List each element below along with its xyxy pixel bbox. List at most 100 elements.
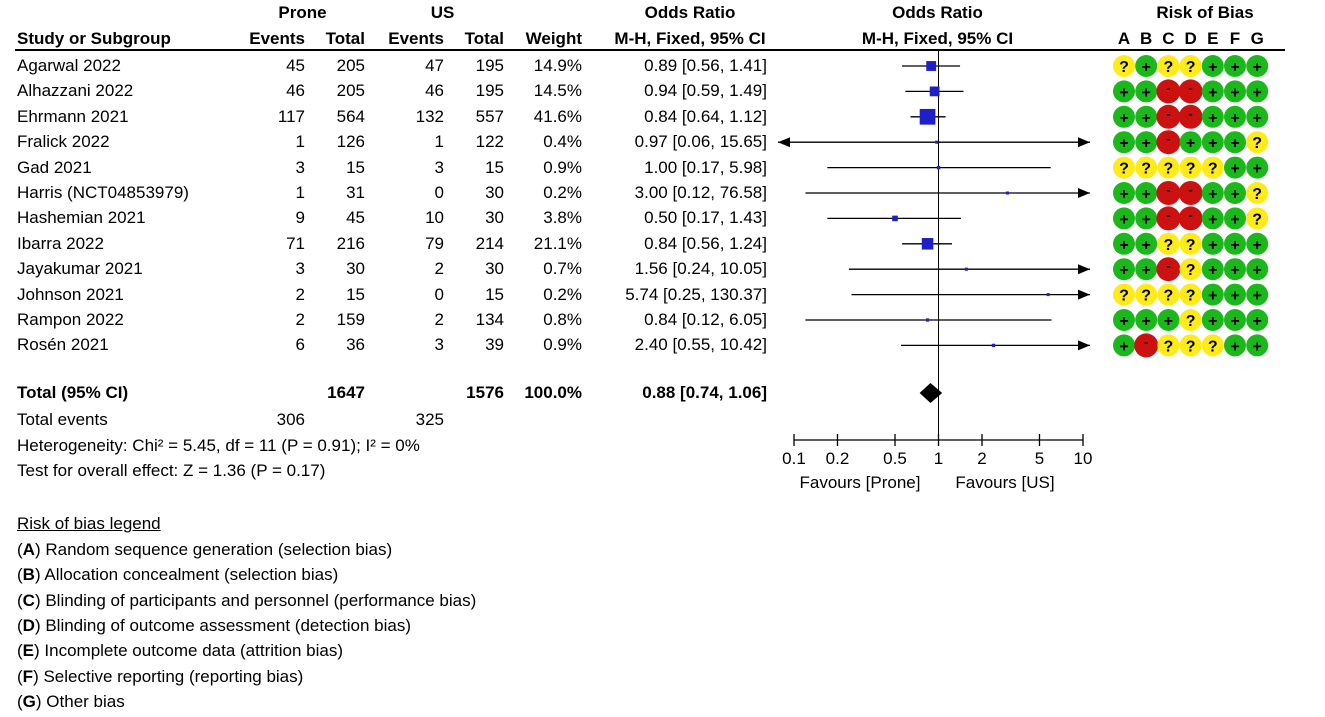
ci-text: 0.97 [0.06, 15.65] xyxy=(634,132,767,152)
point-estimate-marker xyxy=(929,86,940,97)
favours-left: Favours [Prone] xyxy=(799,473,921,492)
rob-low: + xyxy=(1135,80,1158,103)
rob-high: - xyxy=(1178,206,1203,231)
total-group1: 564 xyxy=(336,106,365,126)
rob-circle xyxy=(1135,283,1158,306)
rob-legend-item: (D) Blinding of outcome assessment (dete… xyxy=(17,615,412,635)
group2-header: US xyxy=(430,3,455,22)
rob-circle xyxy=(1113,182,1135,204)
rob-low: + xyxy=(1135,131,1158,154)
rob-circle xyxy=(1224,105,1246,128)
rob-circle xyxy=(1156,257,1181,282)
rob-circle xyxy=(1201,131,1224,154)
ci-arrow-right xyxy=(1078,289,1090,300)
events-group2: 132 xyxy=(415,106,444,126)
rob-symbol: + xyxy=(1230,211,1239,228)
rob-symbol: + xyxy=(1208,211,1217,228)
rob-symbol: ? xyxy=(1119,161,1129,178)
rob-symbol: - xyxy=(1144,334,1148,349)
total-events-e2: 325 xyxy=(415,410,444,429)
rob-low: + xyxy=(1224,309,1246,331)
point-estimate-marker xyxy=(925,318,930,322)
rob-low: + xyxy=(1113,232,1135,255)
rob-circle xyxy=(1179,156,1202,179)
x-tick-label: 0.5 xyxy=(883,449,907,468)
rob-symbol: + xyxy=(1142,135,1151,152)
ci-text: 0.84 [0.56, 1.24] xyxy=(644,233,767,253)
rob-unclear: ? xyxy=(1246,131,1269,154)
point-estimate-marker xyxy=(1046,293,1050,297)
rob-low: + xyxy=(1201,80,1224,103)
total-group2: 214 xyxy=(475,233,504,253)
point-estimate-marker xyxy=(936,165,941,170)
rob-unclear: ? xyxy=(1113,156,1135,179)
rob-high: - xyxy=(1178,104,1203,129)
point-estimate-marker xyxy=(919,108,936,125)
rob-high: - xyxy=(1178,181,1203,205)
rob-symbol: ? xyxy=(1186,237,1196,254)
total-group2: 195 xyxy=(475,56,504,75)
rob-circle xyxy=(1157,55,1180,77)
weight-value: 0.8% xyxy=(543,310,582,329)
total-group2: 39 xyxy=(485,335,504,355)
events-group1: 1 xyxy=(295,183,305,202)
rob-circle xyxy=(1178,79,1203,104)
rob-low: + xyxy=(1135,105,1158,128)
rob-circle xyxy=(1246,80,1269,103)
rob-legend-key: E xyxy=(22,641,35,661)
x-tick-label: 0.1 xyxy=(782,449,806,468)
rob-unclear: ? xyxy=(1246,182,1269,204)
rob-symbol: + xyxy=(1119,110,1128,127)
rob-symbol: + xyxy=(1230,84,1239,101)
rob-column-letter: F xyxy=(1229,29,1241,48)
rob-symbol: ? xyxy=(1164,288,1174,305)
events-group1: 46 xyxy=(286,81,305,101)
total-label: Total (95% CI) xyxy=(17,383,129,402)
weight-value: 14.5% xyxy=(533,81,582,101)
rob-legend-text: ) Blinding of outcome assessment (detect… xyxy=(34,615,412,635)
heterogeneity: Heterogeneity: Chi² = 5.45, df = 11 (P =… xyxy=(17,436,420,455)
point-estimate-marker xyxy=(935,140,939,144)
rob-circle xyxy=(1201,207,1224,230)
rob-symbol: + xyxy=(1142,59,1151,76)
total-group2: 122 xyxy=(475,132,504,152)
ci-arrow-left xyxy=(778,137,790,148)
total-group1: 126 xyxy=(336,132,365,152)
point-estimate-marker xyxy=(964,267,968,271)
rob-circle xyxy=(1201,309,1224,331)
rob-symbol: - xyxy=(1188,207,1192,222)
total-group1: 30 xyxy=(346,259,365,279)
rob-low: + xyxy=(1201,207,1224,230)
rob-low: + xyxy=(1135,258,1158,281)
rob-low: + xyxy=(1224,207,1246,230)
total-t1: 1647 xyxy=(327,383,365,402)
rob-symbol: + xyxy=(1230,135,1239,152)
rob-circle xyxy=(1156,79,1181,104)
rob-circle xyxy=(1157,232,1180,255)
rob-low: + xyxy=(1224,258,1246,281)
ci-arrow-right xyxy=(1078,264,1090,275)
rob-unclear: ? xyxy=(1246,207,1269,230)
study-name: Ehrmann 2021 xyxy=(17,106,129,126)
ci-arrow-right xyxy=(1078,188,1090,198)
rob-low: + xyxy=(1201,131,1224,154)
rob-symbol: + xyxy=(1230,237,1239,254)
rob-symbol: ? xyxy=(1252,211,1262,228)
rob-symbol: ? xyxy=(1186,338,1196,355)
rob-circle xyxy=(1135,258,1158,281)
rob-circle xyxy=(1246,182,1269,204)
rob-circle xyxy=(1246,207,1269,230)
ci-text: 5.74 [0.25, 130.37] xyxy=(625,284,767,304)
rob-low: + xyxy=(1246,232,1269,255)
total-group2: 557 xyxy=(475,106,504,126)
total-group1: 15 xyxy=(346,284,365,304)
total-group2: 15 xyxy=(485,157,504,177)
rob-low: + xyxy=(1224,55,1246,77)
rob-symbol: + xyxy=(1119,338,1128,355)
point-estimate-marker xyxy=(991,343,996,348)
rob-symbol: + xyxy=(1253,84,1262,101)
study-name: Rosén 2021 xyxy=(17,335,109,355)
rob-circle xyxy=(1201,182,1224,204)
rob-circle xyxy=(1179,131,1202,154)
rob-low: + xyxy=(1201,182,1224,204)
